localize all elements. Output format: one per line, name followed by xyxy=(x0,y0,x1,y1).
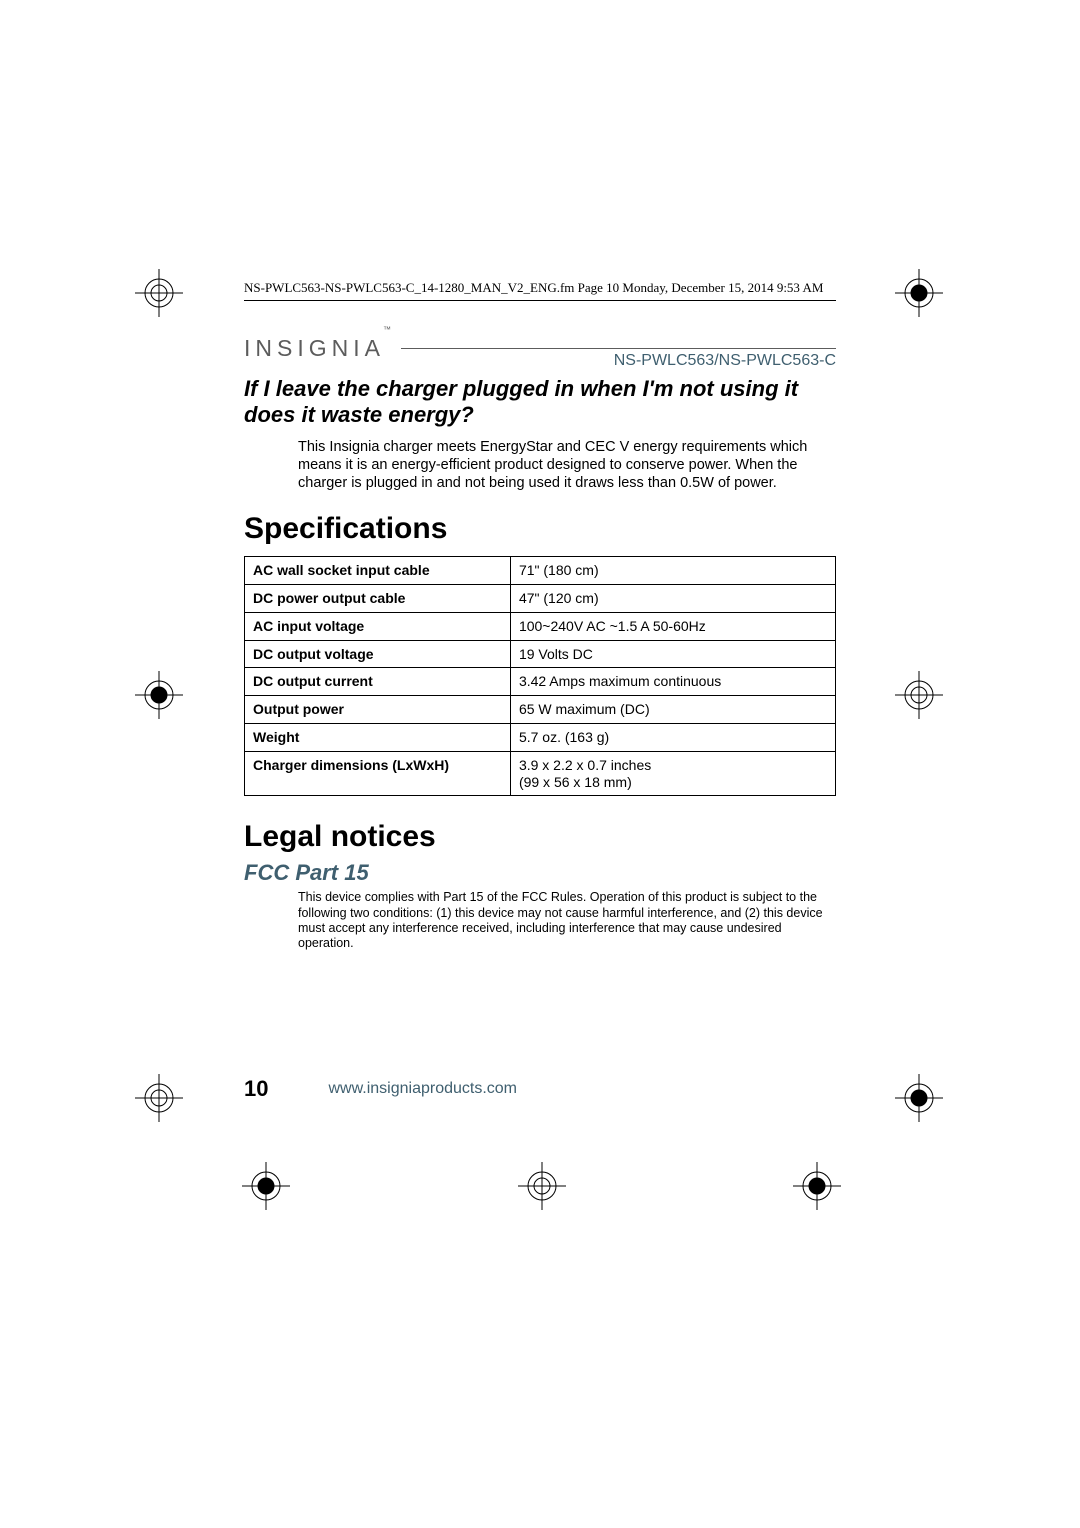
spec-value: 3.42 Amps maximum continuous xyxy=(510,668,835,696)
table-row: Weight5.7 oz. (163 g) xyxy=(245,724,836,752)
registration-mark-icon xyxy=(135,671,183,719)
fcc-body: This device complies with Part 15 of the… xyxy=(298,890,836,951)
page-number: 10 xyxy=(244,1076,268,1102)
registration-mark-icon xyxy=(135,1074,183,1122)
faq-question: If I leave the charger plugged in when I… xyxy=(244,376,836,428)
registration-mark-icon xyxy=(135,269,183,317)
registration-mark-icon xyxy=(895,269,943,317)
table-row: DC output current3.42 Amps maximum conti… xyxy=(245,668,836,696)
spec-label: Output power xyxy=(245,696,511,724)
registration-mark-icon xyxy=(518,1162,566,1210)
registration-mark-icon xyxy=(895,671,943,719)
specifications-table: AC wall socket input cable71" (180 cm)DC… xyxy=(244,556,836,796)
brand-text: INSIGNIA xyxy=(244,335,385,361)
spec-label: AC input voltage xyxy=(245,612,511,640)
spec-value: 5.7 oz. (163 g) xyxy=(510,724,835,752)
spec-value: 71" (180 cm) xyxy=(510,557,835,585)
trademark-symbol: ™ xyxy=(383,325,391,334)
spec-value: 100~240V AC ~1.5 A 50-60Hz xyxy=(510,612,835,640)
faq-answer: This Insignia charger meets EnergyStar a… xyxy=(298,438,836,492)
page-content: NS-PWLC563-NS-PWLC563-C_14-1280_MAN_V2_E… xyxy=(244,280,836,951)
spec-value: 47" (120 cm) xyxy=(510,585,835,613)
registration-mark-icon xyxy=(793,1162,841,1210)
specifications-heading: Specifications xyxy=(244,512,836,546)
spec-value: 65 W maximum (DC) xyxy=(510,696,835,724)
legal-heading: Legal notices xyxy=(244,820,836,854)
spec-value: 3.9 x 2.2 x 0.7 inches (99 x 56 x 18 mm) xyxy=(510,751,835,796)
spec-label: AC wall socket input cable xyxy=(245,557,511,585)
table-row: AC wall socket input cable71" (180 cm) xyxy=(245,557,836,585)
file-header: NS-PWLC563-NS-PWLC563-C_14-1280_MAN_V2_E… xyxy=(244,280,836,301)
registration-mark-icon xyxy=(895,1074,943,1122)
spec-label: DC power output cable xyxy=(245,585,511,613)
fcc-heading: FCC Part 15 xyxy=(244,860,836,886)
brand-divider xyxy=(401,348,836,349)
table-row: AC input voltage100~240V AC ~1.5 A 50-60… xyxy=(245,612,836,640)
page-footer: 10 www.insigniaproducts.com xyxy=(244,1076,836,1102)
website-url: www.insigniaproducts.com xyxy=(328,1080,517,1098)
table-row: Output power65 W maximum (DC) xyxy=(245,696,836,724)
table-row: DC power output cable47" (120 cm) xyxy=(245,585,836,613)
spec-label: DC output voltage xyxy=(245,640,511,668)
table-row: DC output voltage19 Volts DC xyxy=(245,640,836,668)
registration-mark-icon xyxy=(242,1162,290,1210)
spec-label: DC output current xyxy=(245,668,511,696)
brand-logo: INSIGNIA™ xyxy=(244,335,393,362)
spec-label: Weight xyxy=(245,724,511,752)
table-row: Charger dimensions (LxWxH)3.9 x 2.2 x 0.… xyxy=(245,751,836,796)
spec-value: 19 Volts DC xyxy=(510,640,835,668)
spec-label: Charger dimensions (LxWxH) xyxy=(245,751,511,796)
